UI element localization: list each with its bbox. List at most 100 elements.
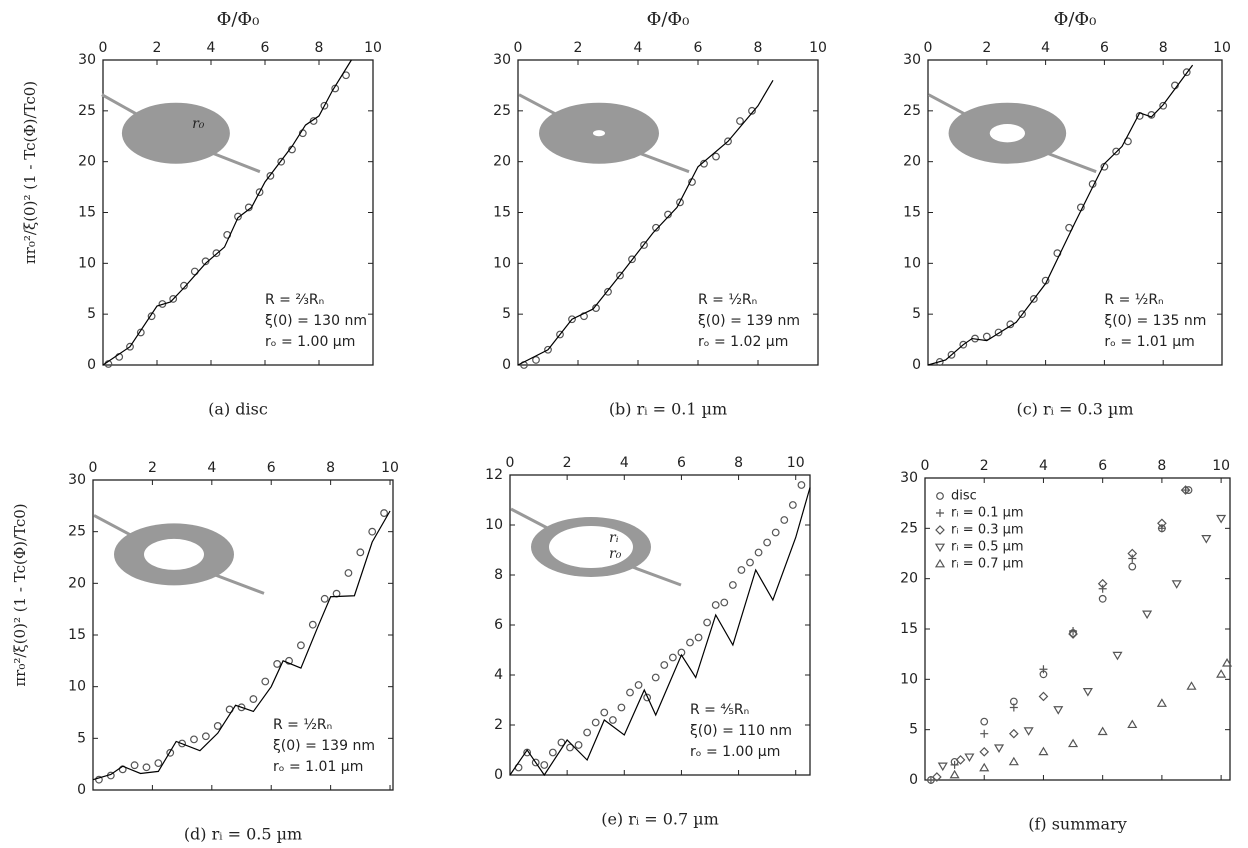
y-tick-label: 0 (494, 767, 503, 783)
annotation: rₒ = 1.00 µm (690, 744, 780, 760)
y-tick-label: 20 (68, 575, 86, 591)
y-tick-label: 10 (485, 517, 503, 533)
data-point (993, 744, 1005, 753)
data-point (201, 732, 210, 741)
x-tick-label: 2 (153, 40, 162, 56)
data-point (1201, 535, 1212, 544)
data-point (780, 516, 789, 524)
data-point (1128, 554, 1137, 563)
data-point (1039, 665, 1048, 674)
data-point (147, 312, 156, 321)
data-point (608, 716, 617, 724)
data-point (1053, 706, 1064, 715)
data-point (1171, 580, 1182, 589)
x-tick-label: 2 (980, 458, 989, 474)
caption: (b) rᵢ = 0.1 µm (609, 400, 727, 419)
fit-line (927, 64, 1194, 366)
data-point (1221, 658, 1233, 667)
data-point (1159, 101, 1168, 110)
data-point (273, 660, 282, 668)
x-tick-label: 10 (787, 455, 805, 471)
data-point (544, 345, 552, 354)
x-tick-label: 8 (754, 40, 763, 56)
x-tick-label: 10 (809, 40, 827, 56)
x-tick-label: 0 (514, 40, 523, 56)
data-point (1157, 518, 1167, 529)
data-point (949, 769, 960, 779)
y-tick-label: 15 (900, 621, 918, 637)
fit-line (102, 59, 352, 366)
data-point (737, 566, 746, 574)
x-tick-label: 6 (1098, 458, 1107, 474)
data-point (1127, 548, 1138, 559)
data-point (720, 598, 729, 607)
data-point (531, 758, 540, 767)
data-point (557, 738, 566, 747)
data-point (1018, 310, 1026, 319)
y-tick-label: 25 (78, 103, 96, 119)
y-tick-label: 5 (502, 306, 511, 322)
data-point (628, 255, 636, 264)
x-tick-label: 2 (982, 40, 991, 56)
data-point (234, 212, 242, 221)
caption: (d) rᵢ = 0.5 µm (184, 825, 302, 844)
data-point (1008, 756, 1019, 766)
x-tick-label: 0 (921, 458, 930, 474)
data-point (797, 481, 806, 489)
data-point (1186, 681, 1197, 690)
y-tick-label: 10 (903, 255, 921, 271)
x-tick-label: 6 (677, 455, 686, 471)
data-point (154, 759, 163, 768)
y-tick-label: 5 (87, 306, 96, 322)
data-point (711, 601, 720, 609)
x-tick-label: 10 (1212, 458, 1230, 474)
y-tick-label: 20 (900, 571, 918, 587)
legend-marker (934, 558, 946, 568)
data-point (931, 772, 942, 782)
annotation: R = ½Rₙ (698, 292, 757, 308)
y-tick-label: 2 (494, 717, 503, 733)
legend-label: rᵢ = 0.3 µm (951, 523, 1024, 538)
y-tick-label: 30 (900, 470, 918, 486)
data-point (136, 328, 145, 337)
x-tick-label: 6 (267, 460, 276, 476)
y-tick-label: 30 (903, 52, 921, 68)
data-point (566, 743, 574, 752)
y-tick-label: 15 (493, 205, 511, 221)
data-point (763, 538, 772, 547)
fit-line (509, 487, 811, 777)
y-tick-label: 0 (87, 357, 96, 373)
data-point (591, 718, 600, 727)
inset-disc (121, 102, 230, 164)
data-point (616, 271, 624, 280)
data-point (1097, 726, 1108, 736)
x-tick-label: 4 (207, 40, 216, 56)
data-point (261, 677, 270, 686)
data-point (277, 157, 286, 166)
data-point (180, 281, 188, 290)
data-point (643, 693, 652, 702)
x-tick-label: 10 (364, 40, 382, 56)
data-point (980, 717, 989, 726)
data-point (249, 695, 258, 703)
data-point (1023, 727, 1034, 736)
data-point (309, 117, 318, 125)
data-point (994, 328, 1003, 337)
data-point (736, 117, 744, 125)
x-tick-label: 10 (1213, 40, 1231, 56)
y-tick-label: 10 (78, 255, 96, 271)
x-tick-label: 0 (506, 455, 515, 471)
x-tick-label: 0 (89, 460, 98, 476)
data-point (1127, 719, 1138, 729)
data-point (788, 501, 797, 509)
annotation: rₒ = 1.02 µm (698, 334, 788, 350)
x-tick-label: 6 (261, 40, 270, 56)
data-point (574, 741, 583, 749)
inset-label: r₀ (192, 116, 205, 132)
data-point (130, 761, 139, 770)
data-point (1008, 728, 1019, 739)
inset-hole (549, 526, 633, 568)
data-point (652, 223, 660, 232)
data-point (266, 171, 275, 180)
